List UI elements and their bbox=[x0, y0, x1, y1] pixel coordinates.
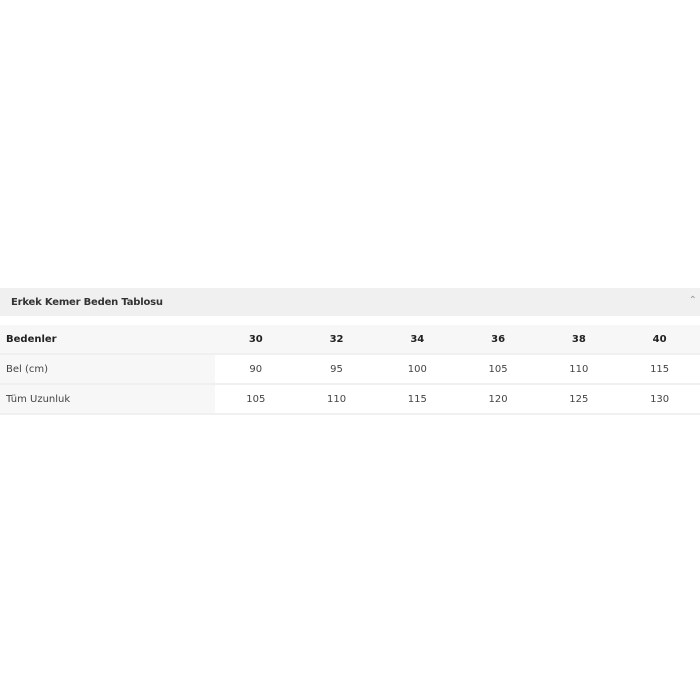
row-label: Tüm Uzunluk bbox=[0, 384, 216, 415]
header-cell: 30 bbox=[215, 325, 297, 355]
table-cell: 90 bbox=[215, 354, 297, 385]
chevron-up-icon[interactable]: ⌃ bbox=[688, 295, 697, 306]
table-cell: 115 bbox=[376, 384, 458, 415]
header-cell: 40 bbox=[619, 325, 700, 355]
table-header-row: Bedenler 30 32 34 36 38 40 bbox=[0, 325, 700, 355]
header-label: Bedenler bbox=[0, 325, 216, 355]
table-cell: 105 bbox=[215, 384, 297, 415]
header-cell: 36 bbox=[457, 325, 539, 355]
table-row: Tüm Uzunluk 105 110 115 120 125 130 bbox=[0, 384, 700, 415]
table-cell: 120 bbox=[457, 384, 539, 415]
size-table: Bedenler 30 32 34 36 38 40 Bel (cm) 90 9… bbox=[0, 325, 700, 415]
table-cell: 115 bbox=[619, 354, 700, 385]
table-cell: 130 bbox=[619, 384, 700, 415]
header-cell: 38 bbox=[538, 325, 620, 355]
table-cell: 100 bbox=[376, 354, 458, 385]
table-row: Bel (cm) 90 95 100 105 110 115 bbox=[0, 354, 700, 385]
table-cell: 125 bbox=[538, 384, 620, 415]
header-cell: 32 bbox=[296, 325, 377, 355]
table-cell: 105 bbox=[457, 354, 539, 385]
size-chart-accordion-header[interactable]: Erkek Kemer Beden Tablosu ⌃ bbox=[0, 288, 700, 316]
row-label: Bel (cm) bbox=[0, 354, 216, 385]
header-cell: 34 bbox=[376, 325, 458, 355]
table-cell: 110 bbox=[538, 354, 620, 385]
table-cell: 95 bbox=[296, 354, 377, 385]
panel-title: Erkek Kemer Beden Tablosu bbox=[11, 296, 163, 308]
table-cell: 110 bbox=[296, 384, 377, 415]
